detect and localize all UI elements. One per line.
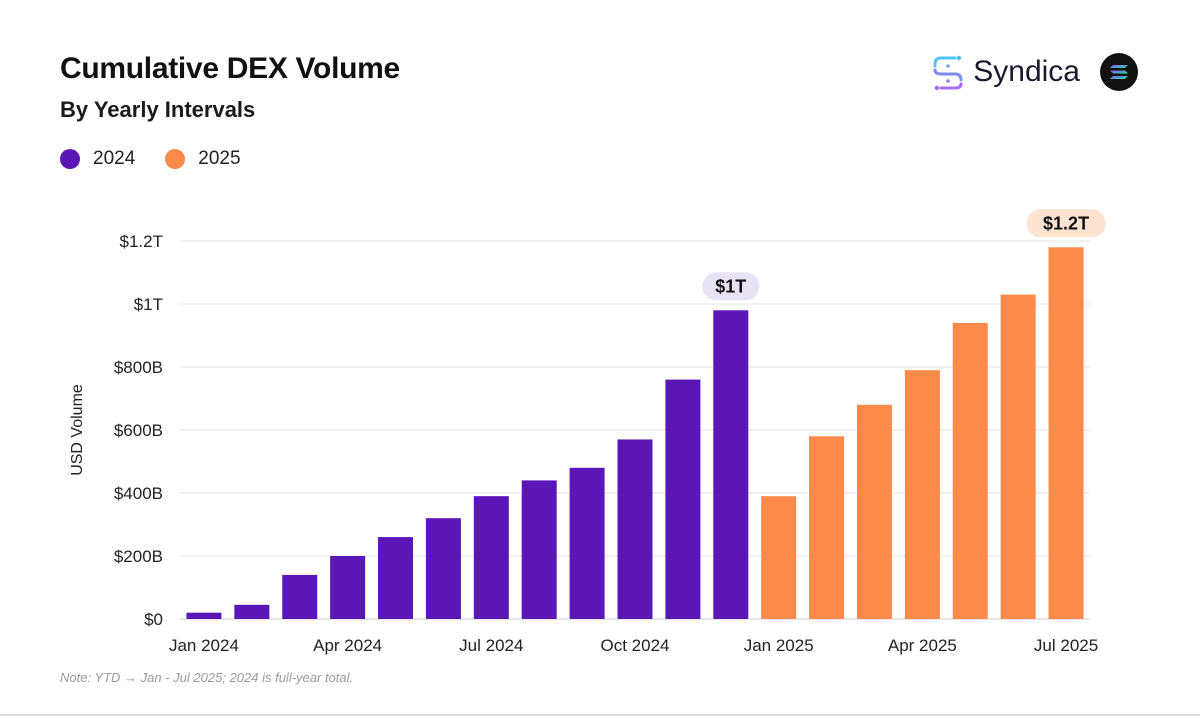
bar-2025 bbox=[761, 496, 797, 619]
annotation-pill bbox=[702, 272, 760, 301]
y-tick-label: $1.2T bbox=[120, 232, 163, 251]
legend-dot-2024 bbox=[60, 149, 80, 169]
x-tick-label: Apr 2024 bbox=[313, 636, 382, 655]
bar-2024 bbox=[617, 439, 653, 619]
chart-title: Cumulative DEX Volume bbox=[60, 52, 400, 85]
legend: 2024 2025 bbox=[60, 148, 271, 170]
annotation-label: $1.2T bbox=[1043, 213, 1089, 233]
bar-2024 bbox=[330, 556, 366, 619]
bar-2024 bbox=[378, 537, 414, 619]
syndica-logo-icon bbox=[933, 55, 963, 91]
bar-2024 bbox=[665, 379, 701, 619]
bar-2024 bbox=[425, 518, 461, 619]
bar-2025 bbox=[809, 436, 845, 619]
bar-2024 bbox=[282, 574, 318, 619]
bar-2024 bbox=[473, 496, 509, 619]
annotation-label: $1T bbox=[715, 276, 746, 296]
legend-label-2025: 2025 bbox=[198, 148, 241, 169]
y-tick-label: $0 bbox=[144, 610, 163, 629]
y-tick-label: $1T bbox=[134, 295, 163, 314]
x-tick-label: Jul 2024 bbox=[459, 636, 523, 655]
brand: Syndica bbox=[931, 52, 1138, 92]
bar-2025 bbox=[1000, 294, 1036, 619]
bottom-divider bbox=[0, 714, 1200, 716]
bar-2024 bbox=[713, 310, 749, 619]
x-tick-label: Jul 2025 bbox=[1034, 636, 1098, 655]
y-tick-label: $400B bbox=[114, 484, 163, 503]
bar-2025 bbox=[904, 370, 940, 619]
annotation-pill bbox=[1026, 209, 1106, 238]
bar-2024 bbox=[521, 480, 557, 619]
bar-2024 bbox=[186, 612, 222, 619]
legend-dot-2025 bbox=[165, 149, 186, 169]
legend-item-2024: 2024 bbox=[60, 148, 135, 170]
x-tick-label: Jan 2025 bbox=[744, 636, 814, 655]
footnote: Note: YTD → Jan - Jul 2025; 2024 is full… bbox=[60, 670, 354, 685]
y-tick-label: $800B bbox=[114, 358, 163, 377]
bar-2025 bbox=[952, 322, 988, 619]
bar-2025 bbox=[856, 404, 892, 619]
x-tick-label: Oct 2024 bbox=[601, 636, 670, 655]
legend-label-2024: 2024 bbox=[93, 148, 136, 169]
chart-subtitle: By Yearly Intervals bbox=[60, 97, 256, 122]
bar-2024 bbox=[569, 467, 605, 619]
solana-logo-icon bbox=[1100, 53, 1138, 91]
y-tick-label: $200B bbox=[114, 547, 163, 566]
brand-name: Syndica bbox=[973, 55, 1080, 88]
y-tick-label: $600B bbox=[114, 421, 163, 440]
bar-2024 bbox=[234, 604, 270, 619]
y-axis-label: USD Volume bbox=[69, 384, 86, 476]
legend-item-2025: 2025 bbox=[165, 148, 241, 170]
x-tick-label: Jan 2024 bbox=[169, 636, 239, 655]
x-tick-label: Apr 2025 bbox=[888, 636, 957, 655]
bar-2025 bbox=[1048, 247, 1084, 620]
